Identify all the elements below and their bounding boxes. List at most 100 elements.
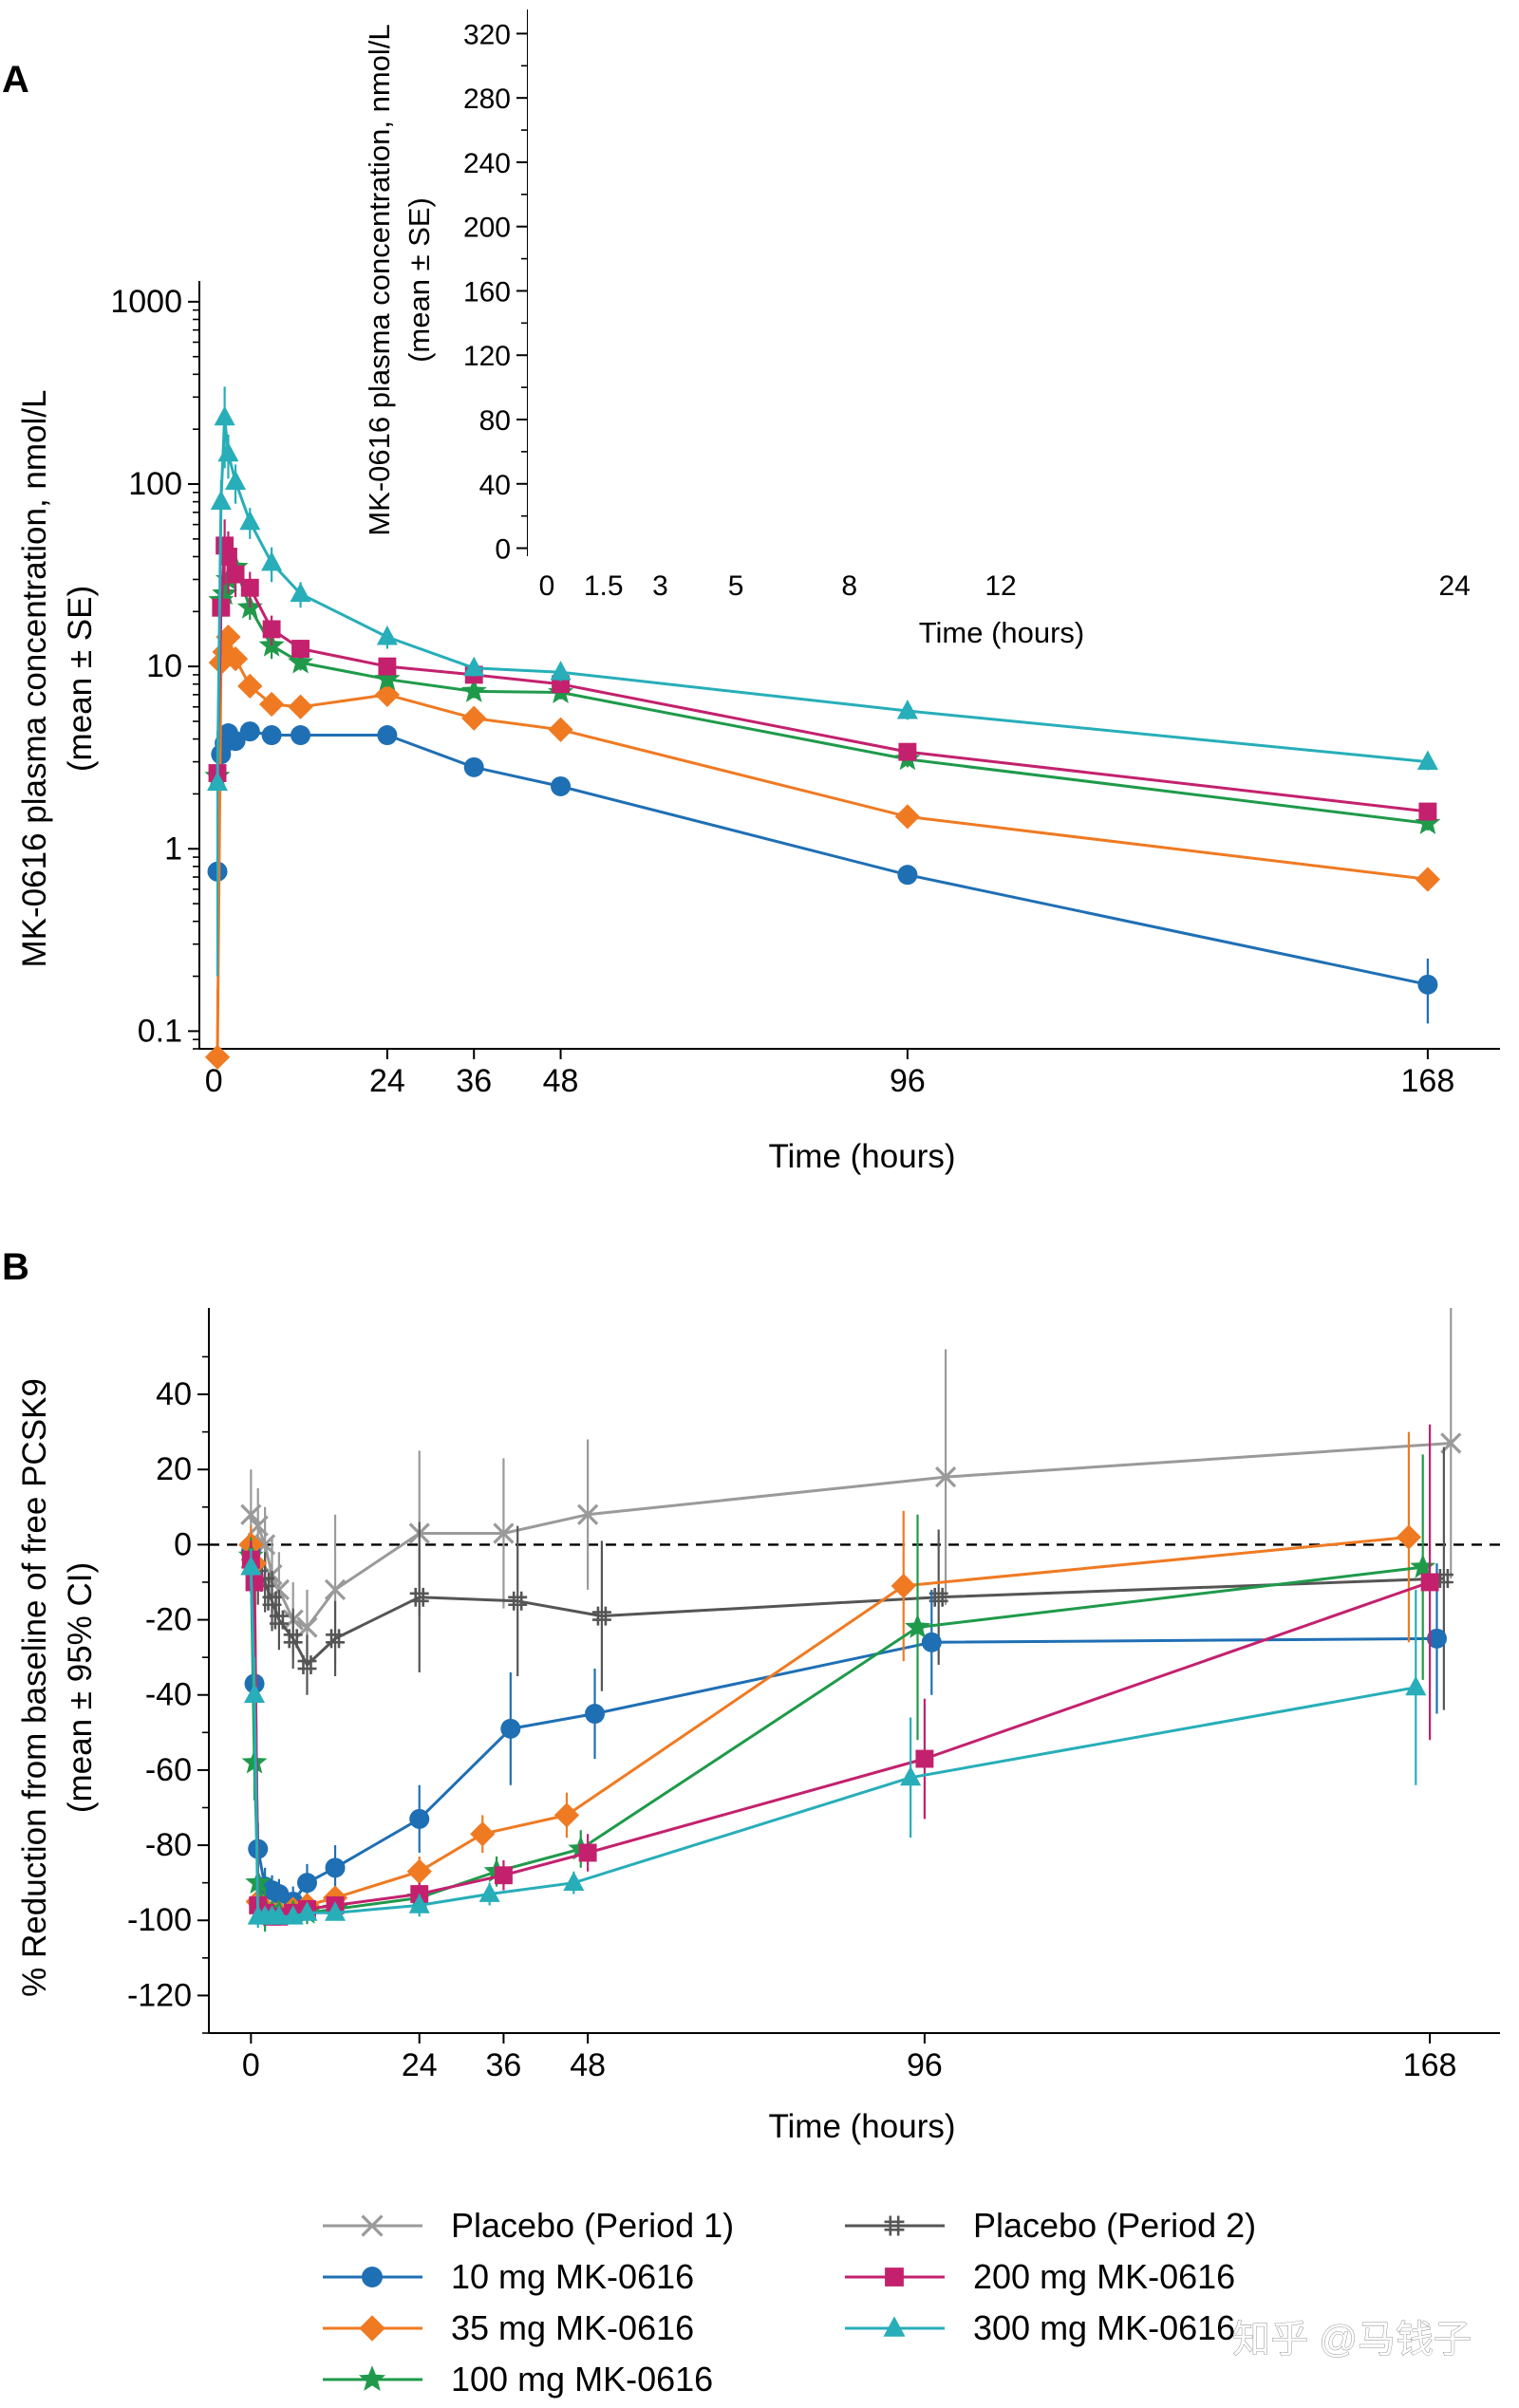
- chart-b-y-tick-label: -40: [145, 1677, 192, 1713]
- panel-b-label: B: [2, 1246, 29, 1288]
- chart-a-point-mg35: [288, 694, 313, 719]
- chart-a-point-mg200: [218, 548, 237, 566]
- chart-b-point-mg300: [325, 1901, 347, 1921]
- inset-x-tick-label: 0: [539, 570, 555, 602]
- legend-marker-mg100: [358, 2365, 386, 2391]
- chart-b-point-placebo2: [508, 1591, 528, 1611]
- chart-b-point-mg35: [1396, 1524, 1422, 1550]
- chart-b-line-mg100: [249, 1556, 1423, 1914]
- chart-b-point-mg100: [1410, 1554, 1436, 1578]
- inset-y-tick-label: 160: [463, 276, 511, 308]
- chart-b-y-tick-label: -100: [127, 1902, 192, 1938]
- chart-a-y-tick-label: 100: [128, 466, 182, 502]
- chart-a-point-mg35: [216, 625, 241, 650]
- chart-a-series-mg200: [208, 519, 1437, 821]
- chart-a-ylabel: MK-0616 plasma concentration, nmol/L: [16, 390, 53, 968]
- chart-b-point-mg10: [1426, 1628, 1447, 1649]
- chart-a-point-mg10: [1417, 974, 1438, 995]
- chart-a-y-tick-label: 1000: [110, 284, 182, 320]
- chart-a-x-tick-label: 96: [890, 1063, 926, 1099]
- chart-b-series-mg300: [240, 1548, 1427, 1929]
- chart-b-y-tick-label: 20: [156, 1451, 192, 1487]
- legend-item-mg100: 100 mg MK-0616: [323, 2360, 713, 2399]
- chart-b-x-tick-label: 48: [570, 2047, 606, 2083]
- chart-b-point-mg100: [905, 1614, 930, 1638]
- legend-label: Placebo (Period 2): [973, 2206, 1256, 2245]
- chart-a-point-mg35: [204, 1044, 231, 1070]
- chart-a-point-mg300: [463, 656, 485, 677]
- chart-b-point-placebo1: [934, 1466, 957, 1488]
- legend-item-placebo1: Placebo (Period 1): [323, 2206, 734, 2245]
- chart-b-x-tick-label: 96: [907, 2047, 943, 2083]
- chart-a-point-mg300: [550, 661, 572, 681]
- inset-x-tick-label: 24: [1438, 570, 1470, 602]
- inset-background: [528, 0, 1519, 568]
- chart-a-xlabel: Time (hours): [768, 1138, 955, 1175]
- chart-b-point-placebo1: [324, 1578, 347, 1601]
- chart-a-point-mg10: [261, 725, 282, 746]
- legend-marker-placebo1: [361, 2214, 384, 2237]
- chart-b-point-mg35: [891, 1573, 916, 1599]
- chart-b-series-mg35: [238, 1431, 1422, 1926]
- chart-b-series-mg10: [240, 1533, 1447, 1917]
- chart-a-y-tick-label: 1: [164, 831, 182, 867]
- chart-b-line-placebo1: [250, 1442, 1452, 1629]
- legend: Placebo (Period 1) Placebo (Period 2) 10 m…: [323, 2206, 1256, 2399]
- chart-b-point-mg10: [325, 1857, 346, 1878]
- chart-b-point-mg300: [240, 1556, 262, 1576]
- chart-b-point-mg300: [408, 1894, 430, 1913]
- watermark-text: 知乎 @马钱子: [1232, 2319, 1472, 2361]
- chart-a-point-mg10: [551, 775, 572, 796]
- chart-a-y-tick-label: 0.1: [138, 1013, 182, 1049]
- chart-b-point-mg35: [470, 1821, 496, 1847]
- chart-b-point-mg10: [585, 1704, 606, 1725]
- chart-b-point-mg200: [245, 1573, 264, 1592]
- chart-a-point-mg10: [225, 731, 246, 752]
- chart-a-point-mg35: [894, 804, 921, 830]
- chart-a-point-mg300: [210, 490, 232, 511]
- legend-item-mg35: 35 mg MK-0616: [323, 2308, 694, 2347]
- chart-b-point-placebo2: [1434, 1569, 1453, 1588]
- chart-b-series-mg200: [241, 1424, 1439, 1926]
- legend-item-mg10: 10 mg MK-0616: [323, 2257, 694, 2296]
- chart-a-point-mg100: [212, 580, 238, 606]
- chart-b-point-mg300: [1405, 1675, 1427, 1696]
- inset-x-tick-label: 8: [841, 570, 857, 602]
- chart-b-point-mg300: [244, 1683, 266, 1704]
- chart-a-point-mg100: [1415, 810, 1441, 834]
- legend-marker-mg10: [362, 2267, 383, 2287]
- inset-x-tick-label: 3: [652, 570, 668, 602]
- chart-a-point-mg35: [1415, 867, 1441, 892]
- chart-a-point-mg200: [240, 578, 259, 597]
- chart-b-xlabel: Time (hours): [768, 2108, 955, 2145]
- chart-b-series-mg100: [237, 1454, 1436, 1932]
- chart-b-point-placebo2: [262, 1591, 282, 1611]
- chart-b-point-placebo2: [928, 1587, 948, 1607]
- chart-b-point-mg300: [563, 1871, 585, 1892]
- chart-b-point-mg200: [915, 1749, 934, 1768]
- chart-a-axes: 0 24 36 48 96 168 0.1 1 10 100 1000: [110, 281, 1500, 1099]
- chart-b-point-mg300: [900, 1765, 922, 1786]
- chart-b-x-tick-label: 36: [486, 2047, 522, 2083]
- chart-b: 0 24 36 48 96 168 -120 -100 -80 -60 -40 -20 0 20 40 Ti…: [16, 1308, 1500, 2145]
- chart-b-line-mg200: [249, 1559, 1431, 1918]
- chart-a-point-mg300: [1416, 750, 1438, 770]
- legend-marker-placebo2: [884, 2215, 905, 2236]
- chart-b-point-placebo2: [283, 1629, 303, 1649]
- legend-label: 100 mg MK-0616: [451, 2360, 713, 2399]
- chart-a-point-mg200: [1418, 802, 1437, 821]
- inset-y-tick-label: 40: [479, 470, 511, 501]
- inset-y-tick-label: 240: [463, 148, 511, 179]
- chart-a-point-mg300: [214, 405, 235, 426]
- chart-a-point-mg300: [261, 551, 283, 571]
- chart-b-point-placebo1: [577, 1503, 599, 1525]
- chart-b-y-tick-label: 0: [174, 1526, 192, 1562]
- legend-marker-mg300: [883, 2316, 906, 2337]
- chart-b-point-mg200: [494, 1866, 513, 1885]
- inset-x-tick-label: 12: [985, 570, 1016, 602]
- chart-a-point-mg300: [207, 771, 229, 792]
- chart-a-point-mg10: [463, 756, 484, 777]
